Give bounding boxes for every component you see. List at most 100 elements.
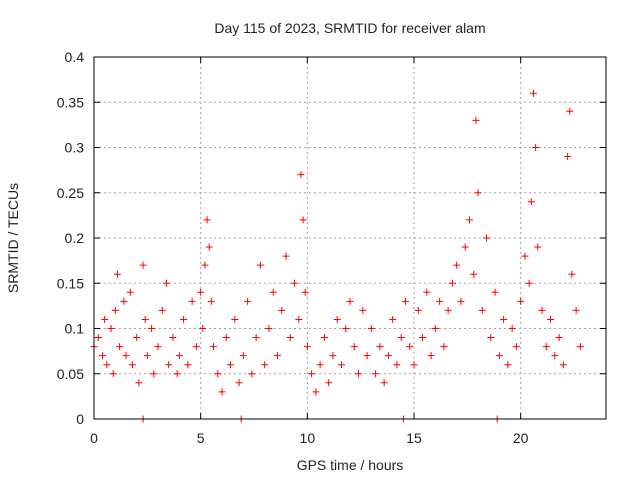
data-point [431, 325, 439, 332]
data-point [184, 361, 192, 369]
data-point [122, 352, 130, 360]
data-point [333, 315, 341, 323]
data-point [483, 234, 491, 242]
data-point [457, 297, 465, 305]
data-point [320, 334, 328, 342]
y-tick-label: 0.4 [65, 49, 85, 65]
data-point [355, 370, 363, 378]
data-point [209, 343, 217, 351]
data-point [487, 334, 495, 342]
x-axis-label: GPS time / hours [297, 457, 404, 473]
data-point [235, 379, 243, 387]
data-point [101, 315, 109, 323]
data-point [282, 252, 290, 260]
data-point [248, 370, 256, 378]
data-point [478, 306, 486, 314]
data-point [472, 116, 480, 124]
data-point [465, 216, 473, 224]
grid-layer [94, 57, 606, 419]
data-point [346, 297, 354, 305]
data-point [572, 306, 580, 314]
data-point [410, 361, 418, 369]
data-point [222, 334, 230, 342]
ticks-layer [93, 56, 606, 420]
data-point [273, 352, 281, 360]
data-point [329, 352, 337, 360]
data-point [500, 315, 508, 323]
data-point [94, 334, 102, 342]
data-point [175, 352, 183, 360]
y-tick-label: 0.2 [65, 230, 85, 246]
data-point [566, 107, 574, 115]
data-point [367, 325, 375, 332]
data-point [406, 343, 414, 351]
data-point [265, 325, 273, 332]
data-point [444, 306, 452, 314]
data-point [128, 361, 136, 369]
data-point [203, 216, 211, 224]
data-point [470, 270, 478, 278]
data-point [534, 243, 542, 251]
y-tick-label: 0.25 [57, 185, 84, 201]
data-point [419, 334, 427, 342]
data-point [308, 370, 316, 378]
data-point [299, 216, 307, 224]
data-point [325, 379, 333, 387]
data-point [297, 171, 305, 179]
data-point [107, 325, 115, 332]
data-point [99, 352, 107, 360]
data-point [380, 379, 388, 387]
y-tick-label: 0.15 [57, 275, 84, 291]
data-point [517, 297, 525, 305]
data-point [337, 361, 345, 369]
data-point [218, 388, 226, 396]
data-point [207, 297, 215, 305]
data-point [529, 89, 537, 97]
data-point [133, 334, 141, 342]
data-point [120, 297, 128, 305]
data-point [291, 279, 299, 287]
data-point [188, 297, 196, 305]
data-point [150, 370, 158, 378]
data-point [559, 361, 567, 369]
data-point [158, 306, 166, 314]
data-point [214, 370, 222, 378]
data-point [427, 352, 435, 360]
data-point [286, 334, 294, 342]
data-point [227, 361, 235, 369]
data-point [301, 288, 309, 296]
data-point [201, 261, 209, 269]
data-point [512, 343, 520, 351]
chart-title: Day 115 of 2023, SRMTID for receiver ala… [214, 20, 485, 36]
data-point [527, 198, 535, 206]
data-point [564, 153, 572, 161]
y-tick-label: 0 [76, 411, 84, 427]
x-tick-labels: 0 5 10 15 20 [90, 430, 529, 446]
data-point [113, 270, 121, 278]
data-point [508, 325, 516, 332]
data-point [163, 279, 171, 287]
data-point [547, 315, 555, 323]
data-point [261, 361, 269, 369]
y-tick-label: 0.35 [57, 94, 84, 110]
data-point [109, 370, 117, 378]
data-point [244, 297, 252, 305]
data-point [551, 352, 559, 360]
data-point [139, 261, 147, 269]
data-point [239, 352, 247, 360]
data-point [401, 297, 409, 305]
data-point [111, 306, 119, 314]
x-tick-label: 10 [300, 430, 316, 446]
data-point [199, 325, 207, 332]
data-point [521, 252, 529, 260]
data-point [389, 315, 397, 323]
y-tick-labels: 0 0.05 0.1 0.15 0.2 0.25 0.3 0.35 0.4 [57, 49, 84, 427]
data-point [180, 315, 188, 323]
data-point [252, 334, 260, 342]
data-point [525, 279, 533, 287]
data-point [384, 352, 392, 360]
data-point [363, 352, 371, 360]
data-point [576, 343, 584, 351]
data-point [135, 379, 143, 387]
